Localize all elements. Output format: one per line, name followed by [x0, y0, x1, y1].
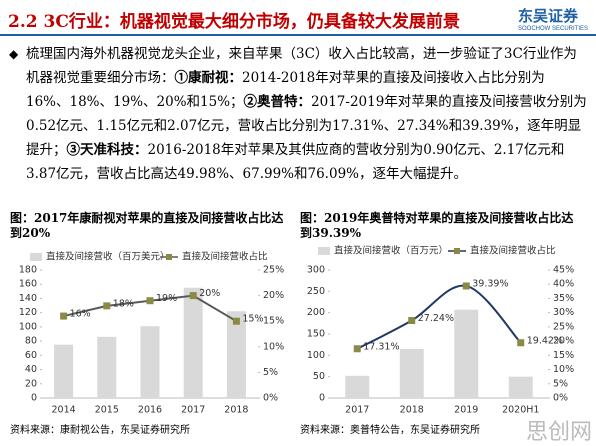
- y2-tick-label: 40%: [553, 279, 574, 290]
- y-tick-label: 50: [313, 371, 325, 382]
- x-tick-label: 2018: [400, 405, 424, 416]
- x-tick-label: 2015: [95, 405, 119, 416]
- y2-tick-label: 20%: [263, 290, 284, 301]
- data-label: 19%: [156, 293, 177, 304]
- y-tick-label: 120: [19, 307, 37, 318]
- chart-title: 图：2017年康耐视对苹果的直接及间接营收占比达到20%: [10, 211, 284, 240]
- y2-tick-label: 10%: [263, 341, 284, 352]
- marker: [146, 297, 154, 305]
- bullet: ◆: [9, 47, 19, 61]
- y2-tick-label: 0%: [553, 393, 568, 404]
- data-label: 18%: [113, 298, 134, 309]
- bar: [183, 287, 203, 398]
- y-tick-label: 180: [19, 265, 37, 276]
- x-tick-label: 2019: [454, 405, 478, 416]
- header-title: 2.2 3C行业：机器视觉最大细分市场，仍具备较大发展前景: [8, 12, 460, 32]
- bar: [54, 344, 74, 398]
- y2-tick-label: 30%: [553, 307, 574, 318]
- y2-tick-label: 35%: [553, 293, 574, 304]
- y2-tick-label: 25%: [553, 321, 574, 332]
- legend-label: 直接及间接营收占比: [470, 245, 556, 257]
- y2-tick-label: 5%: [553, 378, 568, 389]
- bar: [454, 309, 479, 398]
- data-label: 15%: [242, 314, 263, 325]
- paragraph: 梳理国内海外机器视觉龙头企业，来自苹果（3C）收入占比较高，进一步验证了3C行业…: [26, 42, 588, 186]
- data-label: 39.39%: [472, 278, 508, 289]
- x-tick-label: 2018: [224, 405, 248, 416]
- bar: [508, 376, 533, 398]
- x-tick-label: 2017: [345, 405, 369, 416]
- text-bold: ②奥普特：: [243, 94, 312, 110]
- marker: [103, 302, 111, 310]
- source: 资料来源：康耐视公告，东吴证券研究所: [10, 425, 190, 436]
- bar: [226, 311, 246, 398]
- text: 2014-2018年对苹果的直接及间接收入占比分别为16%、18%、19%、20…: [26, 70, 545, 110]
- y-tick-label: 140: [19, 293, 37, 304]
- marker: [60, 312, 68, 320]
- legend-marker: [166, 254, 172, 260]
- data-label: 27.24%: [418, 313, 454, 324]
- x-tick-label: 2014: [52, 405, 76, 416]
- logo-sub: SOOCHOW SECURITIES: [517, 26, 588, 32]
- text: 梳理国内海外机器视觉龙头企业，来自苹果（3C）收入占比较高，进一步验证了3C行业…: [26, 46, 577, 86]
- y-tick-label: 100: [307, 350, 325, 361]
- bar: [97, 336, 117, 398]
- y-tick-label: 150: [307, 329, 325, 340]
- data-label: 20%: [199, 288, 220, 299]
- logo-text: 东吴证券: [517, 7, 578, 25]
- y-tick-label: 20: [25, 378, 37, 389]
- x-tick-label: 2017: [181, 405, 205, 416]
- legend-label: 直接及间接营收占比: [182, 251, 268, 263]
- chart-title: 图：2019年奥普特对苹果的直接及间接营收占比达到39.39%: [300, 211, 574, 240]
- x-tick-label: 2020H1: [502, 405, 539, 416]
- line: [356, 284, 522, 350]
- y-tick-label: 200: [307, 307, 325, 318]
- logo: 东吴证券 SOOCHOW SECURITIES: [518, 5, 588, 32]
- y2-tick-label: 5%: [263, 367, 278, 378]
- y2-tick-label: 45%: [553, 265, 574, 276]
- marker: [408, 317, 416, 325]
- marker: [353, 345, 361, 353]
- y-tick-label: 160: [19, 279, 37, 290]
- text-bold: ①康耐视：: [174, 70, 243, 86]
- y2-tick-label: 25%: [263, 265, 284, 276]
- y-tick-label: 100: [19, 321, 37, 332]
- legend-label: 直接及间接营收（百万元）: [334, 245, 448, 257]
- marker: [232, 317, 240, 325]
- data-label: 19.42%: [527, 335, 563, 346]
- y2-tick-label: 15%: [263, 316, 284, 327]
- y-tick-label: 0: [31, 393, 37, 404]
- text-bold: ③天准科技：: [66, 142, 148, 158]
- data-label: 17.31%: [363, 341, 399, 352]
- marker: [189, 292, 197, 300]
- y-tick-label: 300: [307, 265, 325, 276]
- bar: [345, 375, 370, 398]
- watermark: 思创网: [525, 420, 592, 445]
- marker: [517, 339, 525, 347]
- y-tick-label: 60: [25, 350, 37, 361]
- header: 2.2 3C行业：机器视觉最大细分市场，仍具备较大发展前景 东吴证券 SOOCHO…: [0, 0, 596, 36]
- y-tick-label: 40: [25, 364, 37, 375]
- text: 2016-2018年对苹果及其供应商的营收分别为0.90亿元、2.17亿元和3.…: [26, 142, 565, 182]
- y2-tick-label: 10%: [553, 364, 574, 375]
- legend-swatch: [30, 253, 42, 261]
- y-tick-label: 250: [307, 286, 325, 297]
- legend-label: 直接及间接营收（百万美元）: [46, 251, 170, 263]
- data-label: 16%: [70, 309, 91, 320]
- legend-marker: [454, 248, 460, 254]
- y2-tick-label: 20%: [553, 336, 574, 347]
- text: 2017-2019年对苹果的直接及间接营收分别为0.52亿元、1.15亿元和2.…: [26, 94, 587, 158]
- bar: [399, 348, 424, 398]
- legend-swatch: [318, 247, 330, 255]
- marker: [462, 282, 470, 290]
- y2-tick-label: 0%: [263, 393, 278, 404]
- y2-tick-label: 15%: [553, 350, 574, 361]
- source: 资料来源：奥普特公告，东吴证券研究所: [300, 425, 480, 436]
- x-tick-label: 2016: [138, 405, 162, 416]
- y-tick-label: 0: [319, 393, 325, 404]
- y-tick-label: 80: [25, 336, 37, 347]
- bar: [140, 326, 160, 398]
